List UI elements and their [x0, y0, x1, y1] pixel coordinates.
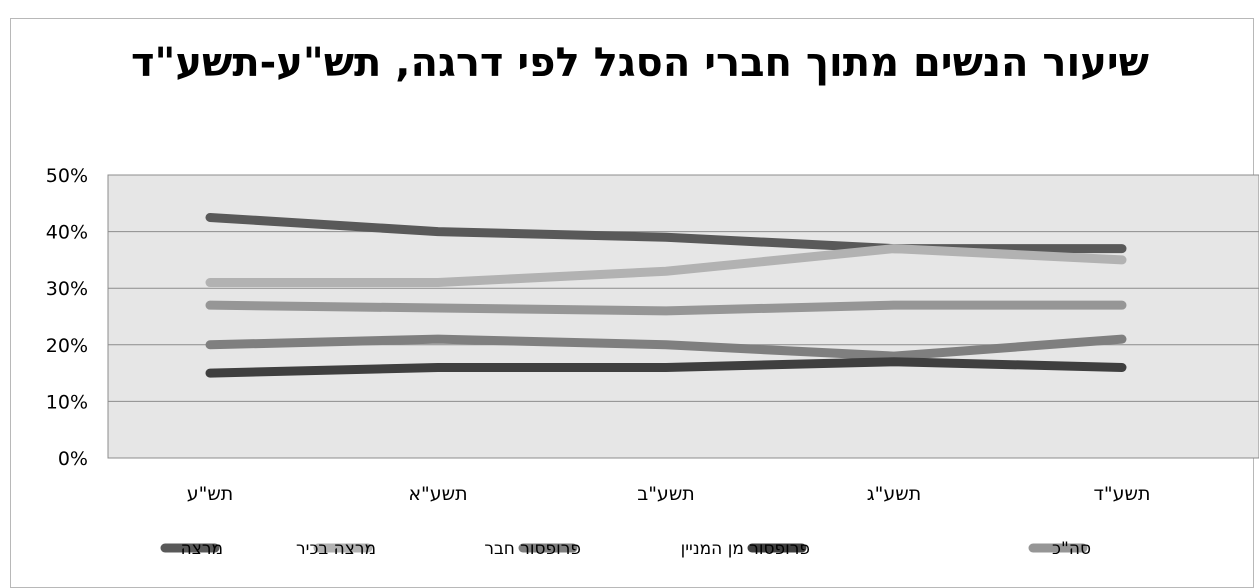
legend-label: פרופסור מן המניין	[681, 539, 810, 559]
x-tick-label: תשע"ב	[637, 483, 695, 505]
legend-label: פרופסור חבר	[484, 539, 581, 559]
y-tick-label: 30%	[46, 278, 88, 300]
y-tick-label: 50%	[46, 165, 88, 187]
y-tick-label: 0%	[58, 448, 88, 470]
y-tick-label: 40%	[46, 222, 88, 244]
x-tick-label: תשע"ג	[867, 483, 921, 505]
x-tick-label: תשע"ד	[1094, 483, 1151, 505]
legend-label: סה"כ	[1052, 539, 1091, 559]
legend-label: מרצה	[181, 539, 223, 559]
x-tick-label: תש"ע	[187, 483, 234, 505]
series-line	[205, 357, 1127, 378]
y-tick-label: 20%	[46, 335, 88, 357]
series-line	[205, 244, 1127, 288]
legend-label: מרצה בכיר	[296, 539, 376, 559]
series-line	[205, 334, 1127, 361]
series-line	[205, 300, 1127, 316]
x-tick-label: תשע"א	[408, 483, 467, 505]
y-tick-label: 10%	[46, 391, 88, 413]
chart-title: שיעור הנשים מתוך חברי הסגל לפי דרגה, תש"…	[130, 40, 1149, 86]
